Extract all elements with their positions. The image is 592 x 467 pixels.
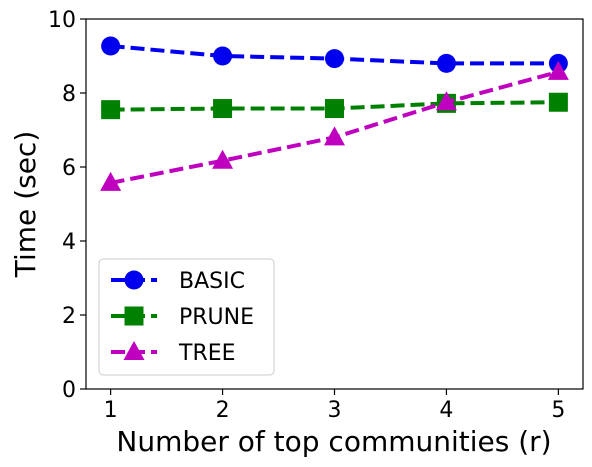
legend-item-basic: BASIC xyxy=(111,269,245,294)
data-point-tree xyxy=(100,171,122,191)
y-tick-label: 0 xyxy=(62,378,76,403)
legend-marker-basic xyxy=(124,270,144,290)
series-basic xyxy=(101,36,568,73)
data-point-tree xyxy=(212,149,234,169)
x-tick-label: 5 xyxy=(551,398,565,423)
x-tick-label: 4 xyxy=(439,398,453,423)
data-point-prune xyxy=(213,99,233,119)
data-point-prune xyxy=(548,92,568,112)
x-axis-title: Number of top communities (r) xyxy=(116,425,551,458)
x-tick-label: 1 xyxy=(104,398,118,423)
y-axis-title: Time (sec) xyxy=(9,131,42,278)
y-tick-label: 4 xyxy=(62,230,76,255)
data-point-tree xyxy=(324,126,345,146)
data-point-basic xyxy=(436,53,456,73)
legend-marker-tree xyxy=(123,341,145,360)
x-tick-label: 2 xyxy=(216,398,230,423)
legend-item-tree: TREE xyxy=(111,341,236,366)
legend-marker-prune xyxy=(124,306,144,326)
legend-frame xyxy=(98,258,275,376)
data-point-basic xyxy=(101,36,121,56)
series-tree xyxy=(100,60,569,191)
legend: BASIC PRUNE TREE xyxy=(98,258,275,376)
y-tick-label: 8 xyxy=(62,82,76,107)
legend-label-prune: PRUNE xyxy=(179,305,254,330)
y-tick-label: 6 xyxy=(62,156,76,181)
series-prune xyxy=(101,92,568,120)
data-point-tree xyxy=(435,91,457,111)
legend-label-basic: BASIC xyxy=(179,269,245,294)
legend-label-tree: TREE xyxy=(178,341,236,366)
y-tick-label: 10 xyxy=(48,8,76,33)
data-point-tree xyxy=(547,60,569,80)
y-axis-ticks: 0 2 4 6 8 10 xyxy=(48,8,86,403)
legend-item-prune: PRUNE xyxy=(111,305,254,330)
x-tick-label: 3 xyxy=(328,398,342,423)
data-point-basic xyxy=(213,46,233,66)
data-point-basic xyxy=(325,49,344,69)
data-point-prune xyxy=(325,99,344,119)
y-tick-label: 2 xyxy=(62,304,76,329)
x-axis-ticks: 1 2 3 4 5 xyxy=(104,389,565,423)
series-layer xyxy=(100,36,569,191)
data-point-prune xyxy=(101,100,121,120)
